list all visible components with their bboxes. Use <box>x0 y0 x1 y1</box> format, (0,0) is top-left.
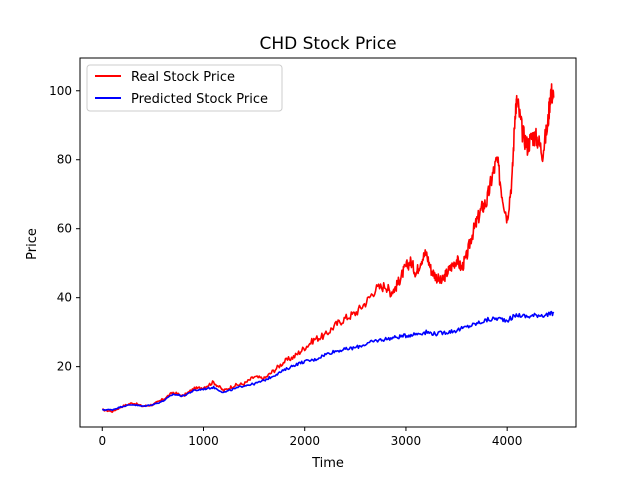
x-tick-label: 2000 <box>289 434 320 448</box>
plot-area: 0 1000 2000 3000 4000 20 40 60 80 100 <box>49 57 577 448</box>
chart-title: CHD Stock Price <box>259 34 396 54</box>
x-tick-label: 4000 <box>492 434 523 448</box>
legend-label-real: Real Stock Price <box>131 70 235 85</box>
y-tick-label: 100 <box>49 84 72 98</box>
y-axis-label: Price <box>25 228 40 260</box>
y-tick-label: 60 <box>57 222 72 236</box>
legend: Real Stock Price Predicted Stock Price <box>86 64 283 112</box>
x-tick-label: 3000 <box>391 434 422 448</box>
axes-frame <box>79 57 577 428</box>
x-tick-label: 0 <box>98 434 106 448</box>
y-tick-label: 80 <box>57 153 72 167</box>
x-axis-label: Time <box>311 456 344 471</box>
y-tick-label: 20 <box>57 360 72 374</box>
series-line-predicted <box>101 310 555 412</box>
y-tick-label: 40 <box>57 291 72 305</box>
legend-box <box>86 64 283 112</box>
series-line-real <box>102 83 555 413</box>
legend-label-predicted: Predicted Stock Price <box>131 92 268 107</box>
x-tick-label: 1000 <box>188 434 219 448</box>
